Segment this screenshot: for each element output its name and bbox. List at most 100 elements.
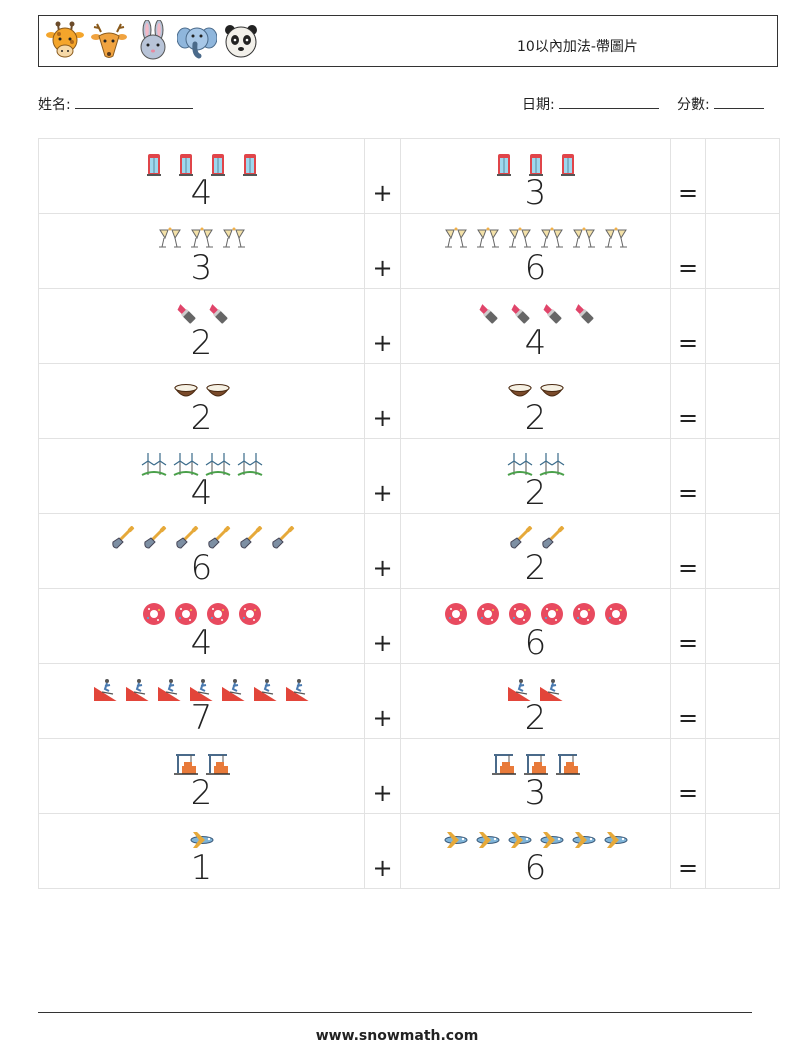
addend-a-cell: 4	[38, 438, 365, 514]
name-label: 姓名:	[38, 97, 71, 113]
equals-sign: =	[670, 513, 706, 589]
ski-slope-icon	[507, 679, 532, 702]
footer-url: www.snowmath.com	[315, 1028, 479, 1044]
airplane-icon	[476, 832, 499, 848]
elephant-icon	[177, 27, 217, 59]
problem-row: 4 +2 =	[38, 438, 780, 514]
addend-b-number: 2	[524, 548, 547, 588]
ski-slope-icon	[189, 679, 214, 702]
phone-booth-icon	[242, 154, 257, 176]
addend-a-cell: 3	[38, 213, 365, 289]
answer-box[interactable]	[705, 813, 780, 889]
animal-icons	[45, 20, 261, 62]
answer-box[interactable]	[705, 288, 780, 364]
plus-sign: +	[364, 513, 401, 589]
answer-box[interactable]	[705, 663, 780, 739]
shovel-icon	[207, 526, 230, 549]
addend-b-cell: 6	[400, 213, 671, 289]
addend-b-number: 3	[524, 173, 547, 213]
crane-factory-icon	[491, 754, 516, 775]
problem-table: 4 +3 = 3 +6 = 2 +4 = 2 +2 = 4 +2 = 6 +2 = 4 +6 = 7 +2 = 2 +3 = 1 +6 =	[38, 138, 780, 889]
phone-booth-icon	[210, 154, 225, 176]
phone-booth-icon	[146, 154, 161, 176]
date-blank[interactable]	[559, 96, 660, 109]
name-blank[interactable]	[75, 96, 194, 109]
giraffe-icon	[46, 21, 84, 58]
name-field: 姓名:	[38, 94, 194, 114]
answer-box[interactable]	[705, 513, 780, 589]
addend-b-icons	[401, 826, 670, 852]
addend-b-number: 2	[524, 473, 547, 513]
champagne-glasses-icon	[444, 227, 467, 248]
footer-divider	[38, 1012, 752, 1013]
plus-sign: +	[364, 288, 401, 364]
panda-icon	[225, 25, 257, 58]
addend-b-icons	[401, 451, 670, 477]
addend-b-cell: 4	[400, 288, 671, 364]
addend-a-icons	[39, 526, 364, 552]
score-field: 分數:	[677, 94, 765, 114]
addend-b-cell: 2	[400, 438, 671, 514]
addend-a-icons	[39, 151, 364, 177]
airplane-icon	[444, 832, 467, 848]
answer-box[interactable]	[705, 438, 780, 514]
score-blank[interactable]	[714, 96, 765, 109]
airplane-icon	[190, 832, 213, 848]
shovel-icon	[175, 526, 198, 549]
addend-a-number: 2	[190, 773, 213, 813]
answer-box[interactable]	[705, 363, 780, 439]
lipstick-icon	[575, 304, 593, 324]
crane-factory-icon	[173, 754, 198, 775]
champagne-glasses-icon	[508, 227, 531, 248]
airplane-icon	[604, 832, 627, 848]
addend-b-cell: 3	[400, 738, 671, 814]
ski-slope-icon	[253, 679, 278, 702]
rabbit-icon	[140, 20, 166, 60]
addend-a-number: 6	[190, 548, 213, 588]
addend-b-icons	[401, 676, 670, 702]
answer-box[interactable]	[705, 738, 780, 814]
answer-box[interactable]	[705, 588, 780, 664]
phone-booth-icon	[528, 154, 543, 176]
problem-row: 2 +2 =	[38, 363, 780, 439]
problem-row: 1 +6 =	[38, 813, 780, 889]
deer-icon	[91, 23, 127, 58]
score-label: 分數:	[677, 97, 710, 113]
answer-box[interactable]	[705, 138, 780, 214]
addend-b-number: 6	[524, 248, 547, 288]
addend-a-cell: 4	[38, 588, 365, 664]
crane-factory-icon	[523, 754, 548, 775]
phone-booth-icon	[560, 154, 575, 176]
shovel-icon	[541, 526, 564, 549]
crane-factory-icon	[205, 754, 230, 775]
addend-a-icons	[39, 451, 364, 477]
addend-a-cell: 4	[38, 138, 365, 214]
donut-icon	[508, 603, 531, 625]
champagne-glasses-icon	[222, 227, 245, 248]
wind-turbines-icon	[141, 453, 166, 476]
champagne-glasses-icon	[572, 227, 595, 248]
airplane-icon	[508, 832, 531, 848]
addend-b-cell: 6	[400, 588, 671, 664]
plus-sign: +	[364, 738, 401, 814]
addend-a-number: 4	[190, 623, 213, 663]
shovel-icon	[239, 526, 262, 549]
crane-factory-icon	[555, 754, 580, 775]
airplane-icon	[572, 832, 595, 848]
addend-a-number: 3	[190, 248, 213, 288]
equals-sign: =	[670, 588, 706, 664]
plus-sign: +	[364, 138, 401, 214]
answer-box[interactable]	[705, 213, 780, 289]
ski-slope-icon	[125, 679, 150, 702]
addend-a-icons	[39, 676, 364, 702]
addend-b-number: 3	[524, 773, 547, 813]
plus-sign: +	[364, 663, 401, 739]
airplane-icon	[540, 832, 563, 848]
phone-booth-icon	[178, 154, 193, 176]
lipstick-icon	[511, 304, 529, 324]
shovel-icon	[509, 526, 532, 549]
addend-a-number: 4	[190, 473, 213, 513]
problem-row: 4 +6 =	[38, 588, 780, 664]
addend-b-icons	[401, 301, 670, 327]
donut-icon	[572, 603, 595, 625]
